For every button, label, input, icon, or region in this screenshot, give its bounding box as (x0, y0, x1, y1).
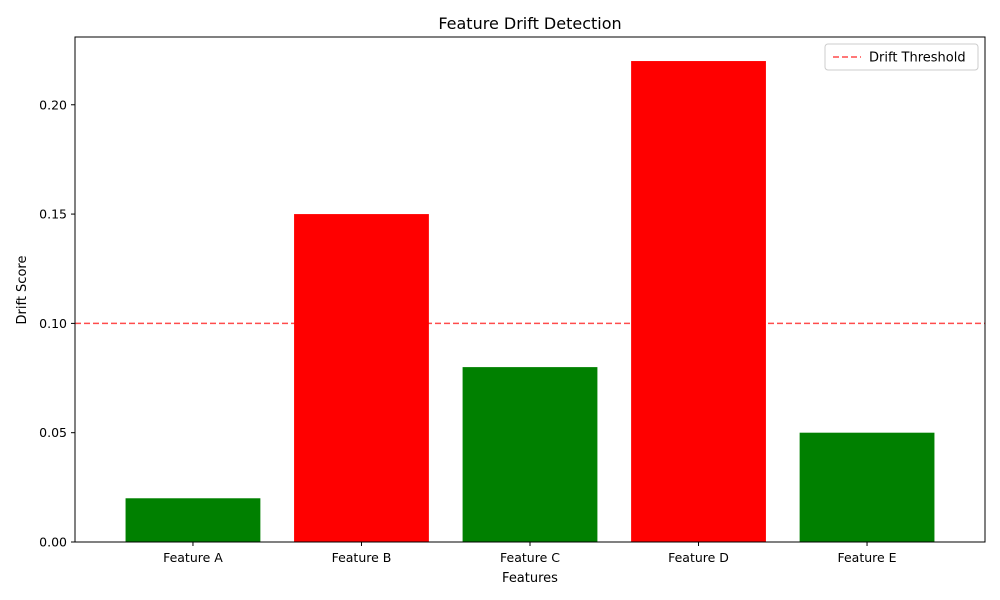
y-tick-label: 0.05 (39, 425, 67, 440)
x-tick-label: Feature C (500, 550, 560, 565)
legend-threshold-label: Drift Threshold (869, 51, 966, 66)
chart-title: Feature Drift Detection (438, 14, 621, 33)
y-tick-label: 0.20 (39, 97, 67, 112)
x-tick-label: Feature E (837, 550, 896, 565)
bars-layer (125, 61, 935, 543)
legend: Drift Threshold (824, 43, 979, 71)
y-tick-label: 0.10 (39, 316, 67, 331)
x-tick-label: Feature D (668, 550, 729, 565)
x-axis-label: Features (502, 571, 558, 586)
bar-feature-c (462, 367, 598, 542)
bar-feature-b (294, 214, 429, 542)
bar-feature-d (631, 61, 766, 543)
bar-feature-e (799, 432, 935, 542)
x-tick-label: Feature B (332, 550, 392, 565)
y-tick-label: 0.00 (39, 535, 67, 550)
y-axis-label: Drift Score (15, 256, 30, 325)
ticks-layer: 0.00 0.05 0.10 0.15 0.20 Feature A Feature B Fe… (39, 97, 897, 565)
y-tick-label: 0.15 (39, 207, 67, 222)
x-tick-label: Feature A (163, 550, 223, 565)
bar-feature-a (125, 498, 261, 542)
legend-box (824, 43, 979, 71)
